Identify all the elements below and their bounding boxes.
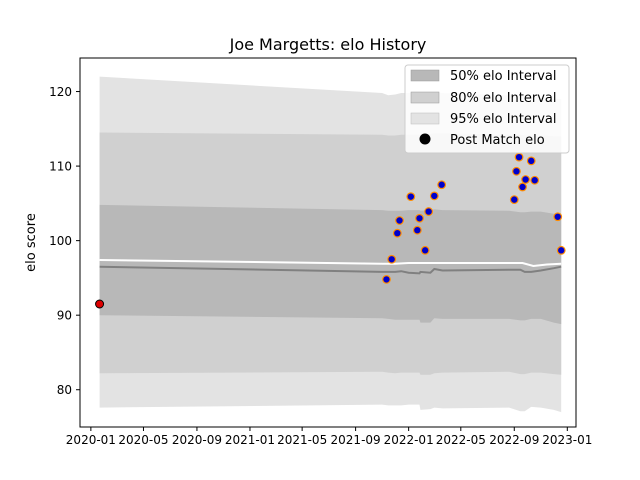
post-match-point: [530, 175, 540, 185]
legend-swatch-50: [410, 69, 440, 82]
y-axis-label: elo score: [24, 213, 39, 272]
post-match-point: [420, 245, 430, 255]
legend-label-80: 80% elo Interval: [450, 91, 557, 106]
x-tick-label: 2022-01: [384, 433, 434, 447]
post-match-point: [518, 182, 527, 192]
post-match-point: [415, 213, 424, 223]
x-tick-label: 2021-09: [331, 433, 381, 447]
post-match-point: [406, 192, 416, 202]
x-tick-label: 2021-01: [225, 433, 275, 447]
y-axis: 80 90 100 110 120: [49, 85, 80, 397]
post-match-point: [556, 245, 566, 255]
post-match-points: [95, 152, 566, 309]
legend-swatch-80: [410, 91, 440, 104]
post-match-point: [387, 254, 397, 264]
y-tick-label: 110: [49, 160, 72, 174]
post-match-point: [412, 225, 422, 235]
legend-swatch-95: [410, 112, 440, 125]
post-match-point: [514, 152, 524, 162]
series-lines: [99, 259, 562, 275]
post-match-point: [395, 216, 404, 225]
post-match-point: [429, 191, 439, 201]
y-tick-label: 90: [57, 309, 72, 323]
post-match-point: [509, 195, 519, 205]
y-tick-label: 120: [49, 85, 72, 99]
post-match-point: [424, 207, 434, 216]
post-match-point: [553, 212, 563, 222]
band-2: [99, 204, 562, 325]
legend-label-95: 95% elo Interval: [450, 112, 557, 127]
x-tick-label: 2022-09: [489, 433, 539, 447]
y-tick-label: 100: [49, 234, 72, 248]
legend-marker-point: [419, 133, 431, 145]
x-tick-label: 2021-05: [277, 433, 327, 447]
x-tick-label: 2020-01: [66, 433, 116, 447]
post-match-point: [526, 156, 536, 166]
post-match-point: [382, 275, 391, 284]
x-axis: 2020-01 2020-05 2020-09 2021-01 2021-05 2021-…: [66, 427, 592, 447]
y-tick-label: 80: [57, 383, 72, 397]
legend-box: [404, 64, 570, 154]
legend: 50% elo Interval 80% elo Interval 95% el…: [404, 64, 570, 154]
chart-title: Joe Margetts: elo History: [229, 35, 427, 54]
legend-label-50: 50% elo Interval: [450, 69, 557, 84]
post-match-point: [521, 175, 530, 184]
post-match-point: [392, 228, 402, 238]
x-tick-label: 2020-09: [172, 433, 222, 447]
first-match-point: [95, 299, 105, 309]
series-line-0: [99, 265, 562, 275]
legend-label-points: Post Match elo: [450, 133, 545, 148]
series-line-1: [99, 259, 562, 268]
x-tick-label: 2023-01: [542, 433, 592, 447]
plot-frame: [79, 57, 577, 428]
post-match-point: [512, 166, 521, 176]
post-match-point: [437, 180, 447, 190]
x-tick-label: 2020-05: [118, 433, 168, 447]
x-tick-label: 2022-05: [436, 433, 486, 447]
interval-bands: [99, 76, 562, 413]
